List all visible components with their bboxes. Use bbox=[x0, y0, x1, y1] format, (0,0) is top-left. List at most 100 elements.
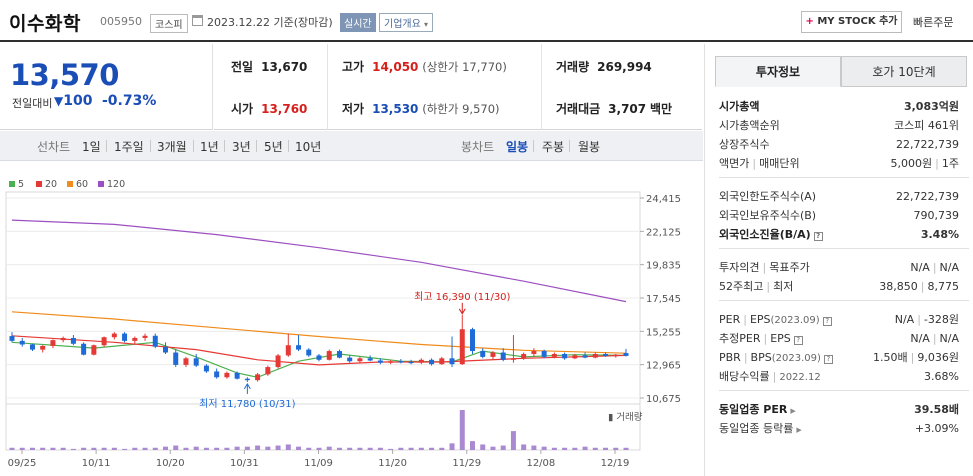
volume-bar bbox=[111, 447, 117, 450]
volume-bar bbox=[255, 445, 261, 450]
candle-body bbox=[81, 343, 87, 355]
x-tick-label: 09/25 bbox=[8, 458, 37, 469]
period-1y[interactable]: 1년 bbox=[200, 140, 219, 154]
candle-body bbox=[367, 358, 373, 361]
candle-body bbox=[111, 333, 117, 338]
max-annotation: 최고 16,390 (11/30) bbox=[414, 291, 510, 303]
tab-quote-10[interactable]: 호가 10단계 bbox=[841, 56, 967, 87]
add-mystock-button[interactable]: + MY STOCK 추가 bbox=[801, 11, 902, 33]
volume-bar bbox=[173, 445, 179, 450]
info-row: 배당수익률 | 2022.12 3.68% bbox=[719, 370, 959, 383]
help-icon[interactable]: ? bbox=[823, 355, 833, 364]
period-10y[interactable]: 10년 bbox=[295, 140, 322, 154]
candle-body bbox=[9, 336, 15, 341]
x-tick-label: 10/11 bbox=[82, 458, 111, 469]
y-tick-label: 24,415 bbox=[646, 194, 681, 205]
volume-bar bbox=[183, 447, 189, 450]
volume-bar bbox=[265, 446, 271, 450]
volume-bar bbox=[521, 444, 527, 450]
period-3m[interactable]: 3개월 bbox=[157, 140, 187, 154]
quick-order-button[interactable]: 빠른주문 bbox=[913, 16, 954, 29]
help-icon[interactable]: ? bbox=[822, 317, 832, 326]
volume-bar bbox=[81, 447, 87, 450]
y-tick-label: 22,125 bbox=[646, 227, 681, 238]
divider bbox=[224, 140, 225, 152]
period-weekly[interactable]: 주봉 bbox=[542, 140, 565, 154]
caret-right-icon[interactable]: ▶ bbox=[796, 426, 802, 434]
min-arrow-head bbox=[243, 382, 251, 390]
period-monthly[interactable]: 월봉 bbox=[578, 140, 601, 154]
company-info-dropdown[interactable]: 기업개요 ▾ bbox=[379, 13, 434, 32]
divider bbox=[533, 140, 534, 152]
period-5y[interactable]: 5년 bbox=[264, 140, 283, 154]
candle-body bbox=[470, 329, 475, 352]
prev-close: 전일 13,670 bbox=[231, 60, 308, 74]
volume-bar bbox=[439, 447, 445, 450]
volume-bar bbox=[500, 445, 506, 450]
info-tabs: 투자정보 호가 10단계 bbox=[715, 56, 967, 87]
candle-body bbox=[388, 361, 394, 363]
volume-bar bbox=[551, 447, 557, 450]
period-3y[interactable]: 3년 bbox=[232, 140, 251, 154]
info-row: 투자의견 | 목표주가 N/A | N/A bbox=[719, 261, 959, 274]
candle-body bbox=[623, 353, 629, 356]
price-chart[interactable]: 5 20 60 120 24,415 22,125 19,835 17,545 15,2… bbox=[0, 162, 703, 476]
candle-body bbox=[613, 354, 619, 357]
volume-bar bbox=[244, 446, 250, 450]
volume-bar bbox=[531, 445, 537, 450]
volume-bar bbox=[132, 447, 138, 450]
foreign-section: 외국인한도주식수(A) 22,722,739 외국인보유주식수(B) 790,739… bbox=[719, 187, 969, 249]
stock-name: 이수화학 bbox=[9, 13, 81, 35]
calendar-icon bbox=[192, 15, 203, 26]
volume-bar bbox=[234, 446, 240, 450]
help-icon[interactable]: ? bbox=[793, 336, 803, 345]
volume-bar bbox=[306, 447, 312, 450]
candle-body bbox=[285, 345, 291, 356]
divider bbox=[106, 140, 107, 152]
line-chart-button[interactable]: 선차트 bbox=[37, 140, 71, 154]
down-triangle-icon: ▼ bbox=[54, 94, 64, 108]
candle-body bbox=[91, 345, 97, 355]
candle-body bbox=[255, 374, 261, 381]
candle-body bbox=[562, 353, 568, 359]
info-row: 52주최고 | 최저 38,850 | 8,775 bbox=[719, 280, 959, 293]
chevron-down-icon: ▾ bbox=[424, 20, 429, 29]
candle-body bbox=[19, 340, 25, 345]
y-tick-label: 12,965 bbox=[646, 361, 681, 372]
volume-bar bbox=[459, 410, 465, 450]
x-tick-label: 10/20 bbox=[156, 458, 185, 469]
period-1w[interactable]: 1주일 bbox=[114, 140, 144, 154]
min-annotation: 최저 11,780 (10/31) bbox=[199, 398, 295, 410]
candle-body bbox=[439, 358, 445, 365]
period-daily[interactable]: 일봉 bbox=[506, 140, 529, 154]
plus-icon: + bbox=[805, 16, 814, 27]
legend-ma120: 120 bbox=[98, 179, 125, 190]
candle-body bbox=[265, 367, 271, 375]
info-row: PER | EPS(2023.09)? N/A | -328원 bbox=[719, 313, 959, 326]
help-icon[interactable]: ? bbox=[813, 232, 823, 241]
candle-body bbox=[122, 333, 128, 341]
candle-body bbox=[70, 337, 76, 344]
candle-body bbox=[592, 353, 598, 358]
candle-body bbox=[336, 351, 342, 358]
volume-bar bbox=[367, 447, 373, 450]
candle-body bbox=[142, 335, 148, 338]
caret-right-icon[interactable]: ▶ bbox=[790, 407, 796, 415]
volume-bar bbox=[510, 431, 516, 450]
candle-body bbox=[173, 352, 179, 365]
realtime-button[interactable]: 실시간 bbox=[340, 13, 376, 32]
volume-bar bbox=[429, 447, 435, 450]
volume-bar bbox=[29, 447, 35, 450]
info-row: 액면가 | 매매단위 5,000원 | 1주 bbox=[719, 157, 959, 170]
volume-bar bbox=[142, 447, 148, 450]
divider bbox=[256, 140, 257, 152]
x-tick-label: 10/31 bbox=[230, 458, 259, 469]
candle-chart-button[interactable]: 봉차트 bbox=[461, 140, 495, 154]
y-tick-label: 15,255 bbox=[646, 327, 681, 338]
period-1d[interactable]: 1일 bbox=[82, 140, 101, 154]
candle-body bbox=[521, 353, 527, 359]
volume-bar bbox=[326, 446, 332, 450]
tab-invest-info[interactable]: 투자정보 bbox=[715, 56, 841, 87]
volume-bar bbox=[388, 448, 394, 450]
market-cap-section: 시가총액 3,083억원 시가총액순위 코스피 461위 상장주식수 22,722,7… bbox=[719, 97, 969, 178]
